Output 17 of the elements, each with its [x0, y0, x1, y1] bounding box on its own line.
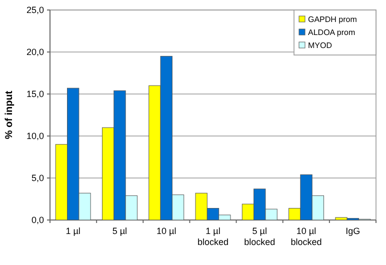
y-tick-label: 20,0 — [26, 47, 44, 58]
y-tick-label: 25,0 — [26, 5, 44, 16]
x-tick-label: 1 µl — [66, 226, 80, 236]
y-tick-label: 0,0 — [31, 215, 44, 226]
x-tick-label: 10 µl — [156, 226, 176, 236]
legend-label: MYOD — [308, 40, 332, 50]
y-tick-label: 5,0 — [31, 173, 44, 184]
y-tick-label: 10,0 — [26, 131, 44, 142]
y-axis-title: % of input — [4, 90, 15, 140]
x-tick-label: 1 µl blocked — [197, 226, 229, 247]
legend-label: ALDOA prom — [308, 28, 356, 37]
x-tick-label: 5 µl — [112, 226, 128, 236]
legend-label: GAPDH prom — [308, 14, 358, 24]
x-tick-label: 10 µl blocked — [290, 226, 322, 247]
x-tick-label: IgG — [346, 226, 360, 236]
x-tick-label: 5 µl blocked — [244, 226, 276, 247]
y-tick-label: 15,0 — [26, 89, 44, 100]
